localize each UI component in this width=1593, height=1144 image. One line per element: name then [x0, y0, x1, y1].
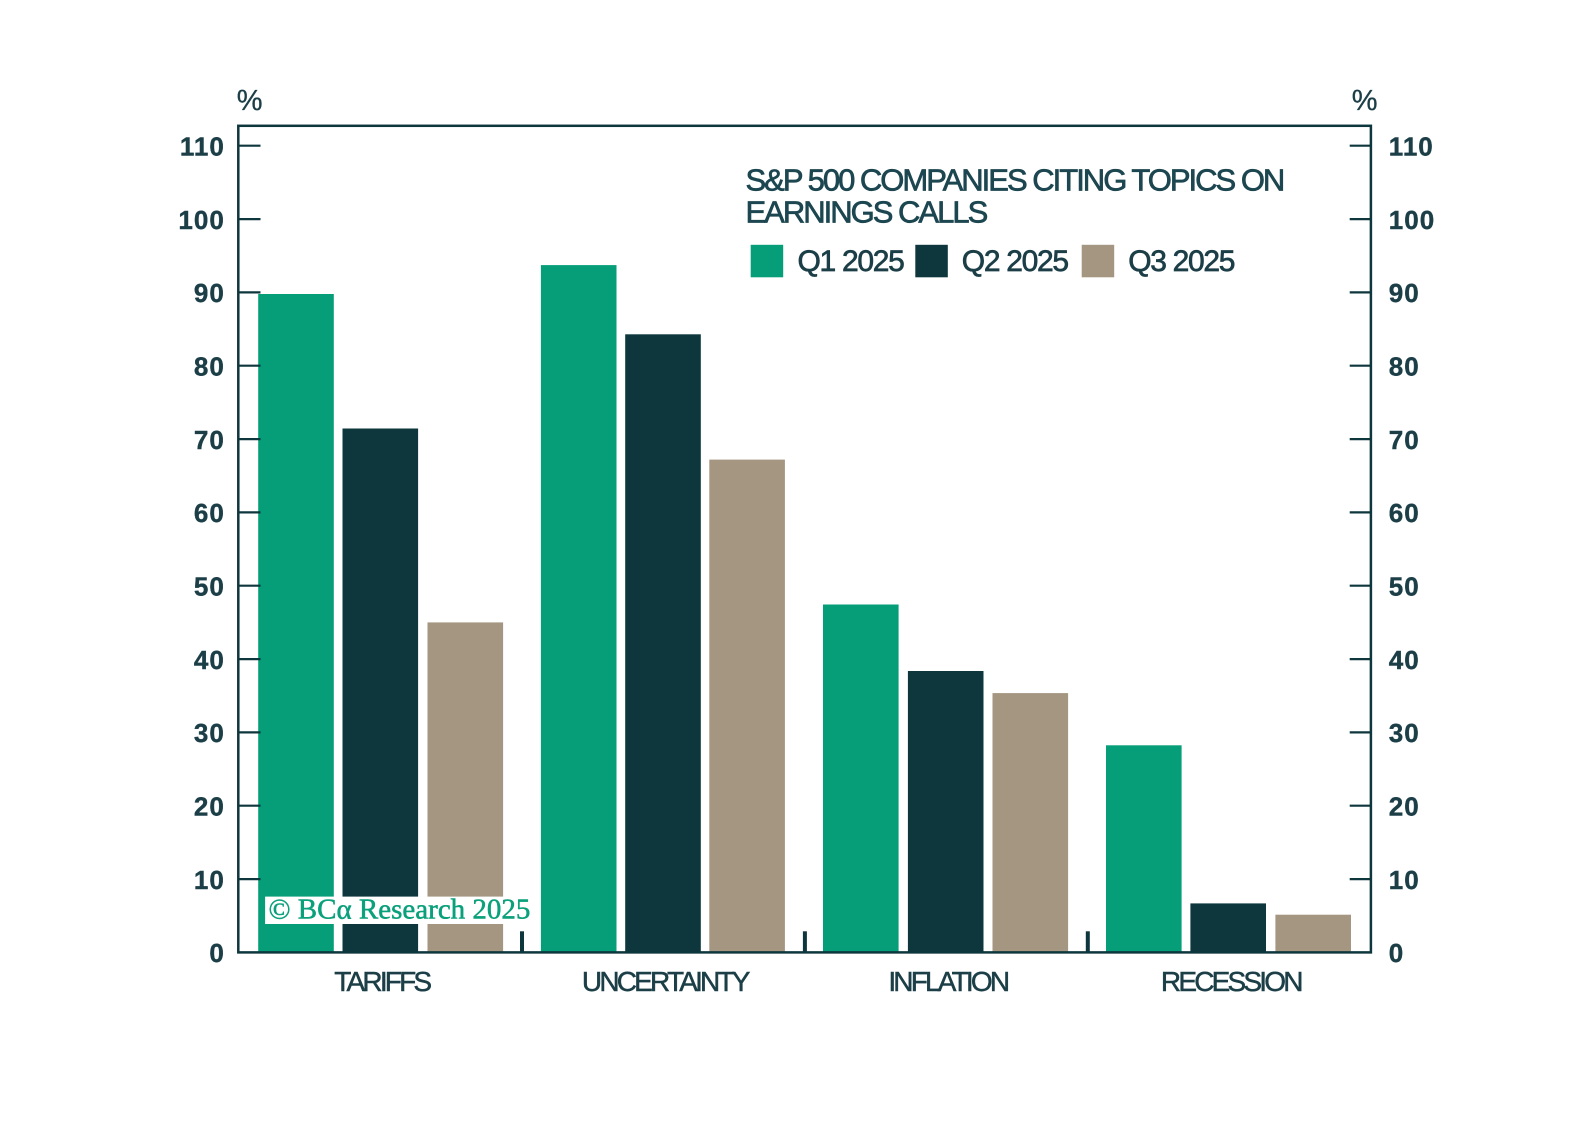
svg-text:RECESSION: RECESSION [1161, 966, 1301, 997]
svg-text:Q3 2025: Q3 2025 [1128, 245, 1235, 278]
svg-text:INFLATION: INFLATION [888, 966, 1008, 997]
svg-text:Q1 2025: Q1 2025 [798, 245, 905, 278]
svg-text:UNCERTAINTY: UNCERTAINTY [582, 966, 751, 997]
svg-text:80: 80 [194, 352, 225, 382]
svg-text:50: 50 [194, 572, 225, 602]
svg-text:30: 30 [194, 718, 225, 748]
svg-text:70: 70 [1389, 425, 1420, 455]
svg-text:100: 100 [1389, 205, 1435, 235]
svg-text:20: 20 [1389, 792, 1420, 822]
svg-text:60: 60 [1389, 498, 1420, 528]
svg-text:40: 40 [1389, 645, 1420, 675]
svg-text:20: 20 [194, 792, 225, 822]
svg-text:50: 50 [1389, 572, 1420, 602]
svg-text:%: % [237, 85, 263, 117]
svg-text:0: 0 [1389, 938, 1404, 968]
svg-text:Q2 2025: Q2 2025 [962, 245, 1069, 278]
svg-text:60: 60 [194, 498, 225, 528]
svg-text:100: 100 [178, 205, 224, 235]
svg-text:10: 10 [1389, 865, 1420, 895]
svg-text:© BCα Research 2025: © BCα Research 2025 [269, 894, 531, 926]
svg-text:EARNINGS CALLS: EARNINGS CALLS [746, 195, 988, 230]
svg-text:S&P 500 COMPANIES CITING TOPIC: S&P 500 COMPANIES CITING TOPICS ON [746, 162, 1284, 197]
svg-text:90: 90 [194, 278, 225, 308]
svg-text:80: 80 [1389, 352, 1420, 382]
svg-text:110: 110 [180, 132, 225, 162]
svg-text:0: 0 [209, 938, 224, 968]
svg-text:10: 10 [194, 865, 225, 895]
svg-text:TARIFFS: TARIFFS [334, 966, 431, 997]
svg-text:110: 110 [1389, 132, 1434, 162]
svg-text:90: 90 [1389, 278, 1420, 308]
svg-text:30: 30 [1389, 718, 1420, 748]
svg-text:40: 40 [194, 645, 225, 675]
svg-text:70: 70 [194, 425, 225, 455]
svg-text:%: % [1352, 85, 1378, 117]
